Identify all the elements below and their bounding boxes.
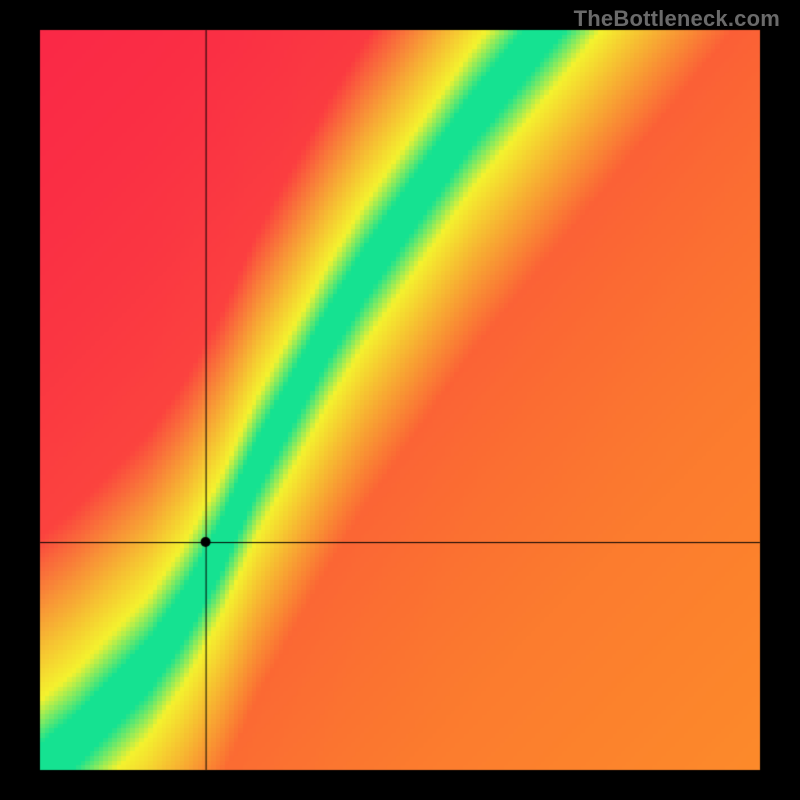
chart-container: TheBottleneck.com [0, 0, 800, 800]
crosshair-overlay [0, 0, 800, 800]
watermark-text: TheBottleneck.com [574, 6, 780, 32]
